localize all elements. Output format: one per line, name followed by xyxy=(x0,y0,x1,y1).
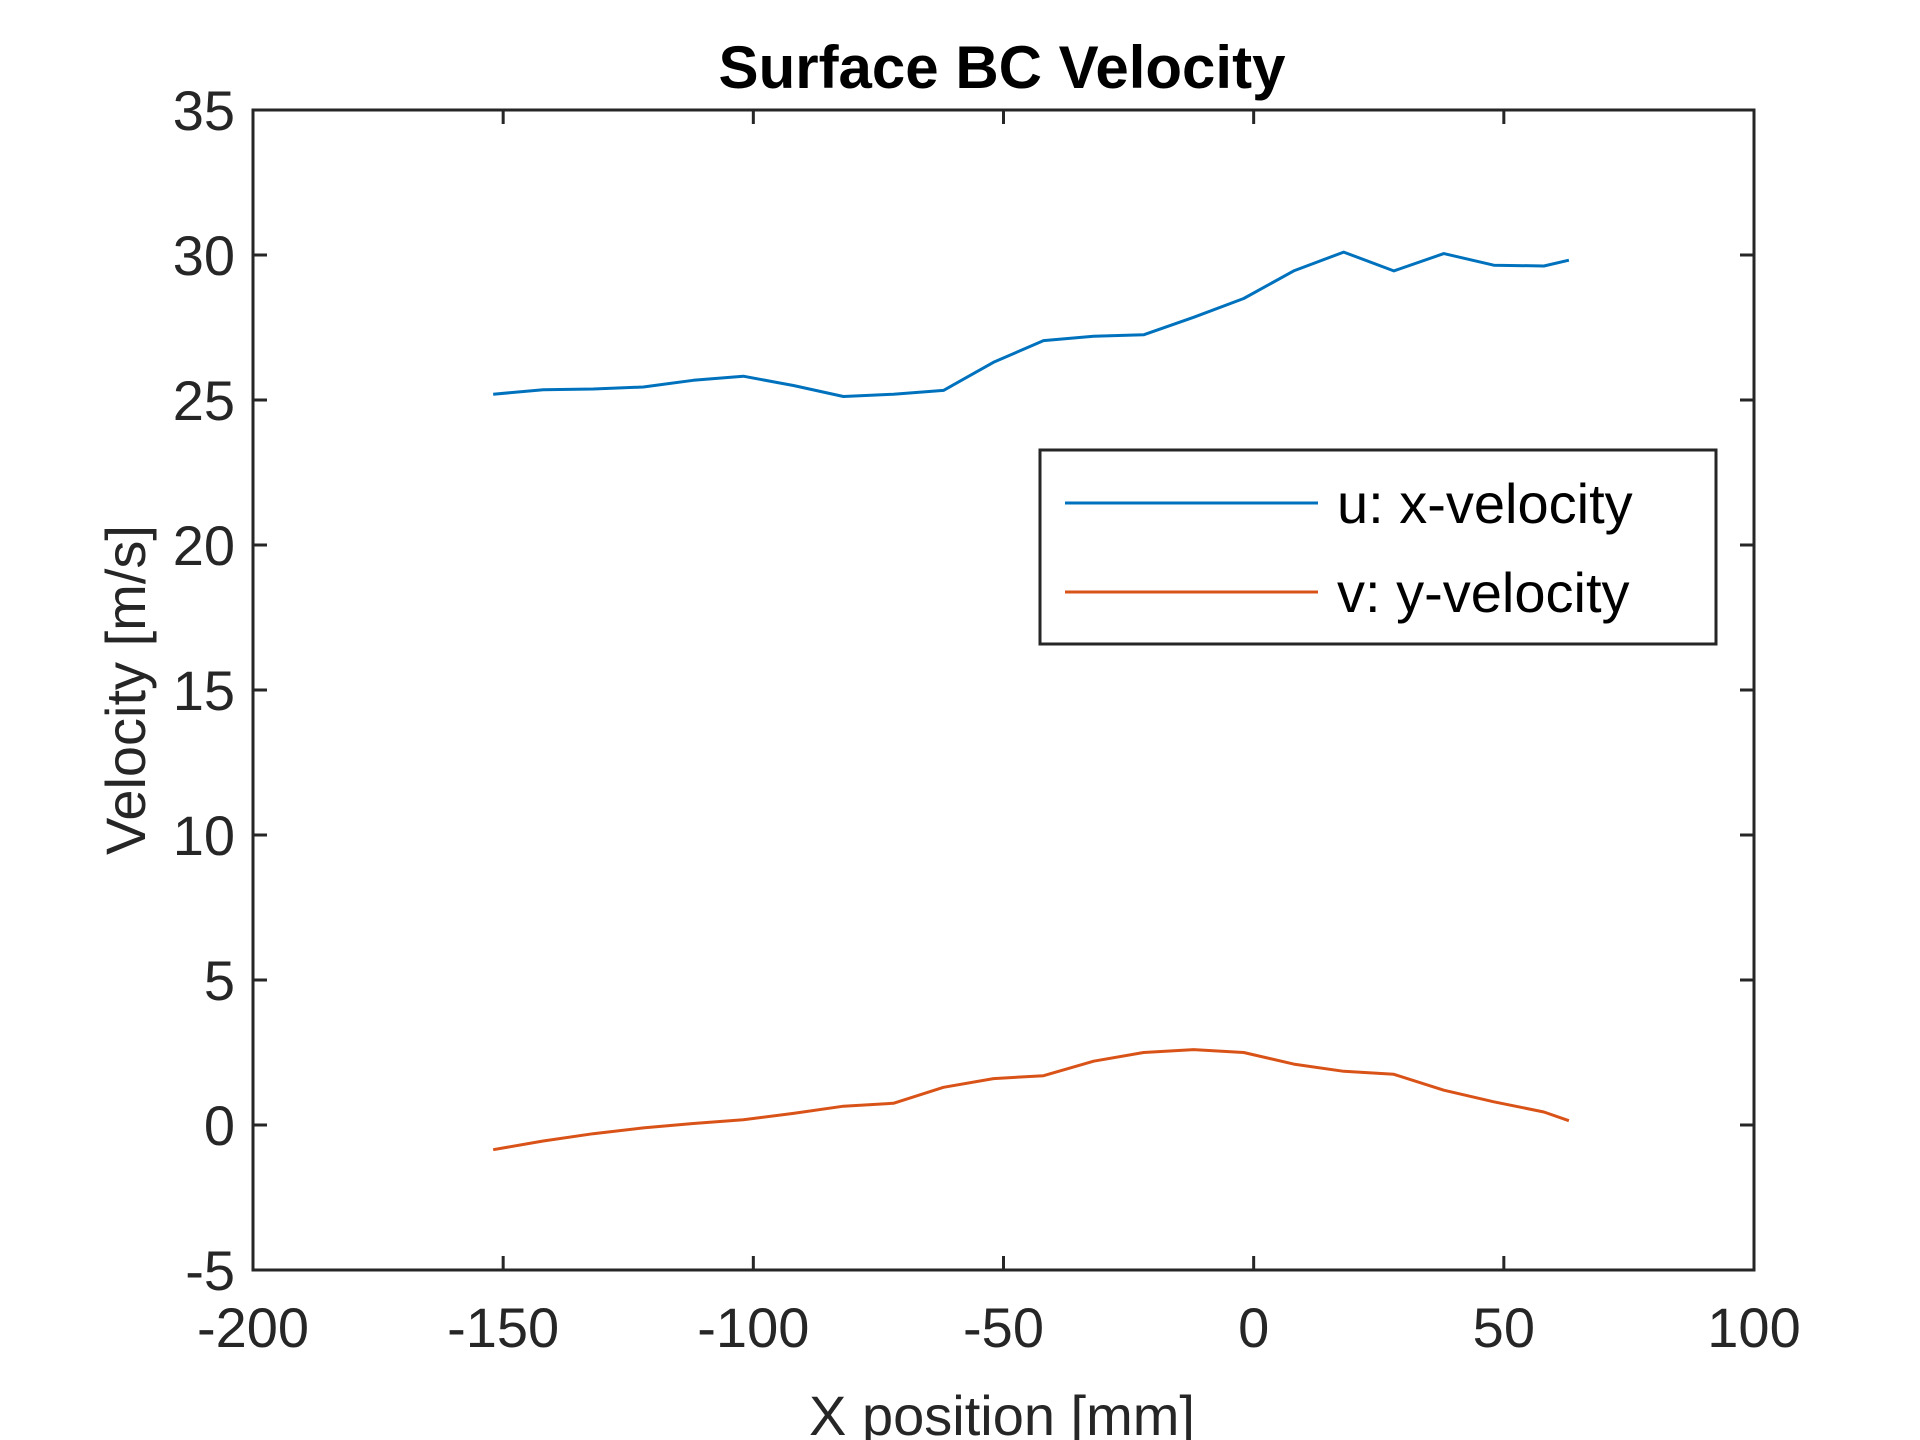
ticks-layer xyxy=(251,108,1756,1272)
data-point-0-1 xyxy=(541,387,546,392)
data-point-1-1 xyxy=(541,1139,546,1144)
data-point-1-13 xyxy=(1141,1050,1146,1055)
y-tick-label: -5 xyxy=(185,1239,235,1302)
series-layer xyxy=(491,250,1571,1152)
legend-box xyxy=(1038,448,1718,646)
data-point-0-3 xyxy=(641,385,646,390)
x-tick-label: 100 xyxy=(1707,1296,1800,1359)
x-tick-label: -100 xyxy=(697,1296,809,1359)
data-point-0-18 xyxy=(1391,268,1396,273)
data-point-1-8 xyxy=(891,1101,896,1106)
data-point-0-20 xyxy=(1491,263,1496,268)
data-point-0-14 xyxy=(1191,315,1196,320)
data-point-0-2 xyxy=(591,387,596,392)
data-point-0-19 xyxy=(1441,251,1446,256)
data-point-1-3 xyxy=(641,1125,646,1130)
data-point-0-11 xyxy=(1041,338,1046,343)
data-point-0-5 xyxy=(741,374,746,379)
data-point-0-15 xyxy=(1241,296,1246,301)
y-tick-label: 0 xyxy=(204,1094,235,1157)
data-point-1-6 xyxy=(791,1111,796,1116)
chart-title: Surface BC Velocity xyxy=(719,34,1287,101)
data-point-1-9 xyxy=(941,1085,946,1090)
data-point-0-8 xyxy=(891,392,896,397)
data-point-1-12 xyxy=(1091,1059,1096,1064)
data-point-1-7 xyxy=(841,1104,846,1109)
legend-label-u: u: x-velocity xyxy=(1337,472,1633,535)
data-point-0-7 xyxy=(841,394,846,399)
legend-label-v: v: y-velocity xyxy=(1337,561,1630,624)
data-point-0-21 xyxy=(1541,264,1546,269)
x-tick-label: -50 xyxy=(963,1296,1044,1359)
data-point-1-5 xyxy=(741,1117,746,1122)
data-point-1-14 xyxy=(1191,1047,1196,1052)
data-point-0-13 xyxy=(1141,332,1146,337)
y-tick-label: 15 xyxy=(173,659,235,722)
data-point-1-11 xyxy=(1041,1073,1046,1078)
y-tick-label: 20 xyxy=(173,514,235,577)
data-point-1-18 xyxy=(1391,1072,1396,1077)
data-point-1-19 xyxy=(1441,1088,1446,1093)
x-tick-label: -150 xyxy=(447,1296,559,1359)
data-point-1-10 xyxy=(991,1076,996,1081)
y-axis-label: Velocity [m/s] xyxy=(94,525,157,855)
data-point-0-22 xyxy=(1566,258,1571,263)
data-point-0-12 xyxy=(1091,334,1096,339)
legend: u: x-velocity v: y-velocity xyxy=(1038,448,1718,646)
x-tick-label: -200 xyxy=(197,1296,309,1359)
y-tick-label: 5 xyxy=(204,949,235,1012)
series-line-0 xyxy=(493,250,1570,398)
data-point-1-21 xyxy=(1541,1110,1546,1115)
y-tick-label: 35 xyxy=(173,79,235,142)
data-point-1-4 xyxy=(691,1121,696,1126)
data-point-0-0 xyxy=(491,392,496,397)
data-point-1-20 xyxy=(1491,1099,1496,1104)
data-point-1-16 xyxy=(1291,1062,1296,1067)
data-point-0-9 xyxy=(941,388,946,393)
data-point-1-2 xyxy=(591,1131,596,1136)
data-point-1-22 xyxy=(1566,1118,1571,1123)
series-line-1 xyxy=(492,1048,1570,1152)
data-point-1-17 xyxy=(1341,1069,1346,1074)
data-point-1-0 xyxy=(491,1147,496,1152)
data-point-0-16 xyxy=(1291,268,1296,273)
data-point-0-10 xyxy=(991,360,996,365)
data-point-0-4 xyxy=(691,378,696,383)
x-tick-label: 50 xyxy=(1473,1296,1535,1359)
data-point-0-6 xyxy=(791,383,796,388)
x-tick-label: 0 xyxy=(1238,1296,1269,1359)
data-point-0-17 xyxy=(1341,250,1346,255)
data-point-1-15 xyxy=(1241,1050,1246,1055)
y-tick-label: 30 xyxy=(173,224,235,287)
y-tick-label: 10 xyxy=(173,804,235,867)
y-tick-label: 25 xyxy=(173,369,235,432)
x-axis-label: X position [mm] xyxy=(809,1384,1195,1440)
